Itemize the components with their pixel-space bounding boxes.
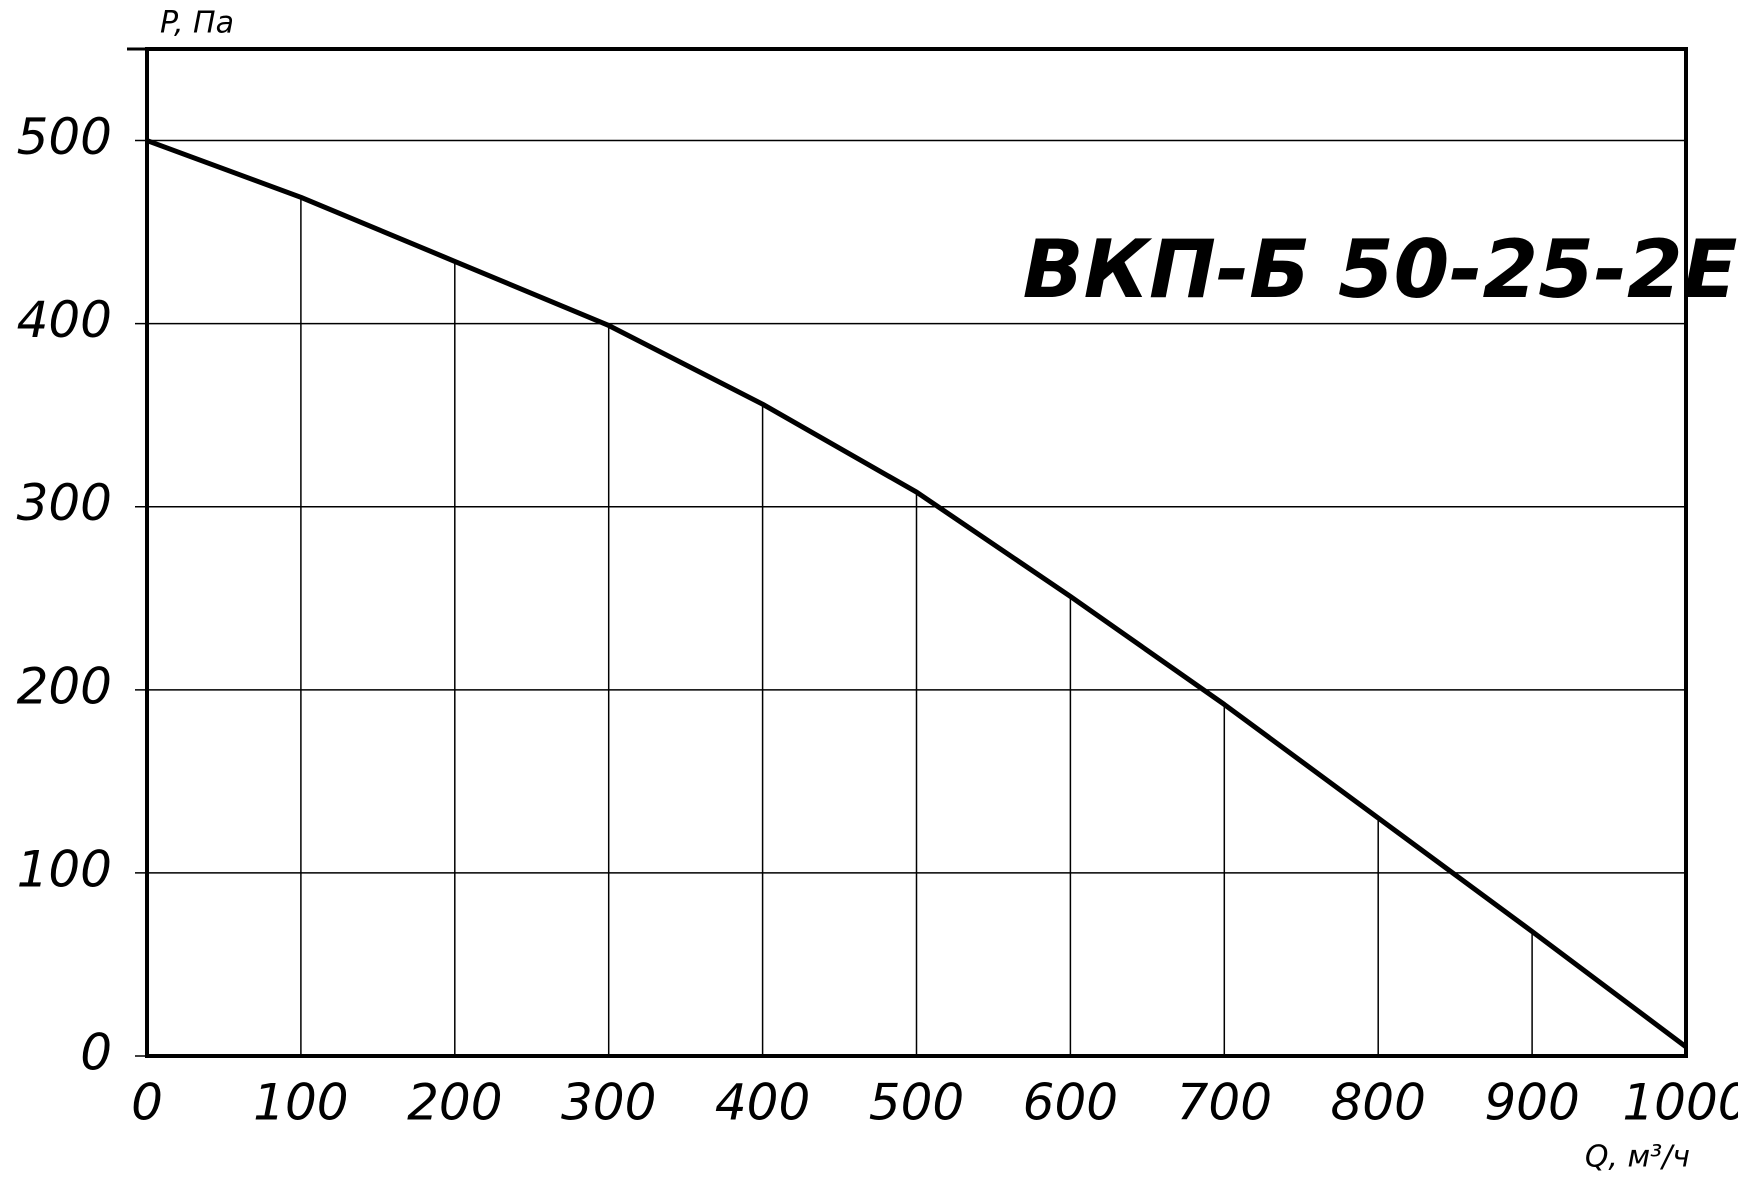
x-tick-label: 500: [869, 1074, 964, 1132]
x-tick-label: 0: [131, 1074, 163, 1132]
x-tick-label: 800: [1330, 1074, 1425, 1132]
y-tick-label: 500: [17, 108, 112, 166]
y-tick-label: 100: [17, 840, 112, 898]
chart-title: ВКП-Б 50-25-2Е: [1023, 223, 1738, 316]
x-axis-label: Q, м³/ч: [1585, 1140, 1690, 1175]
plot-frame: [145, 47, 1688, 1058]
y-tick-label: 200: [17, 657, 112, 715]
x-tick-label: 600: [1023, 1074, 1118, 1132]
x-tick-label: 100: [253, 1074, 348, 1132]
curve: [146, 138, 1688, 1049]
x-tick-label: 900: [1484, 1074, 1579, 1132]
x-tick-label: 300: [561, 1074, 656, 1132]
y-tick-label: 0: [80, 1024, 112, 1082]
y-tick-label: 400: [17, 291, 112, 349]
x-tick-label: 400: [715, 1074, 810, 1132]
y-tick-label: 300: [17, 474, 112, 532]
y-axis-label: P, Па: [160, 6, 234, 41]
x-tick-label: 1000: [1622, 1074, 1738, 1132]
x-tick-label: 700: [1177, 1074, 1272, 1132]
x-tick-label: 200: [407, 1074, 502, 1132]
